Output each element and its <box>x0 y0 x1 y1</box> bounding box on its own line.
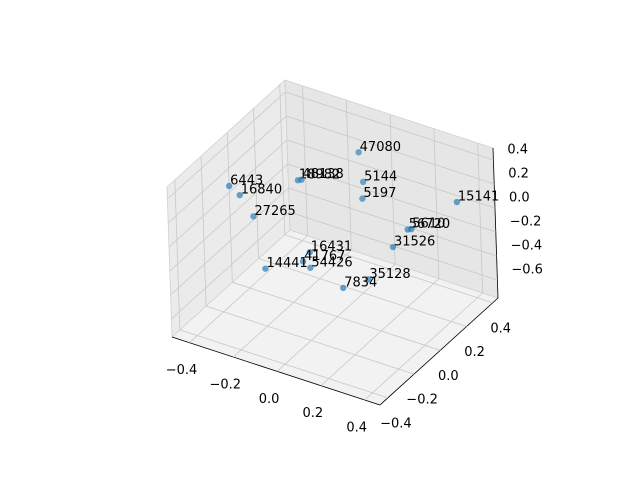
grid <box>167 84 499 406</box>
point <box>359 195 366 202</box>
point-label: 31526 <box>394 235 435 250</box>
point <box>340 284 347 292</box>
axis-line <box>171 336 381 406</box>
point-label: 56720 <box>409 217 450 232</box>
x-tick-label: −0.2 <box>210 378 242 393</box>
grid-line <box>200 156 207 307</box>
z-tick-label: 0.0 <box>509 191 530 206</box>
grid-line <box>233 249 352 358</box>
axis-line <box>379 297 499 406</box>
point <box>306 248 314 256</box>
point-label: 14441 <box>266 256 307 271</box>
x-tick-label: 0.0 <box>259 392 280 407</box>
point-label: 5144 <box>364 169 397 184</box>
point <box>453 198 461 206</box>
point-label: 54426 <box>311 255 352 270</box>
grid-line <box>167 115 287 224</box>
grid-line <box>389 114 396 265</box>
grid-line <box>477 142 484 294</box>
point <box>389 243 397 251</box>
point-label: 18982 <box>299 168 340 183</box>
point <box>307 264 314 271</box>
point-label: 5610 <box>412 217 445 232</box>
point-label: 7834 <box>344 275 377 290</box>
point <box>250 213 257 220</box>
point-label: 47080 <box>360 140 401 155</box>
grid-line <box>287 163 496 233</box>
grid-line <box>345 100 352 251</box>
point-label: 48138 <box>302 167 343 182</box>
grid-line <box>232 281 441 351</box>
point <box>299 258 307 265</box>
z-tick-label: 0.2 <box>508 167 529 182</box>
z-tick-label: −0.2 <box>510 215 542 230</box>
grid-line <box>279 84 286 235</box>
x-tick-label: −0.4 <box>166 363 198 378</box>
point-label: 16431 <box>311 240 352 255</box>
z-tick-label: 0.4 <box>507 143 528 158</box>
grid-line <box>302 85 308 236</box>
point-label: 16840 <box>241 183 282 198</box>
grid-line <box>286 115 495 185</box>
point-label: 41767 <box>304 249 345 264</box>
grid-line <box>226 132 233 283</box>
point <box>298 176 305 183</box>
grid-line <box>167 91 286 200</box>
axis-line <box>492 147 499 299</box>
point-label: 6443 <box>230 173 263 188</box>
y-tick-label: 0.4 <box>490 321 511 336</box>
point <box>365 276 372 283</box>
grid-line <box>174 179 181 330</box>
point-label: 27265 <box>254 204 295 219</box>
point <box>236 191 243 199</box>
grid-line <box>205 305 415 375</box>
grid-line <box>171 211 290 320</box>
grid-line <box>320 278 440 386</box>
grid-line <box>285 91 494 161</box>
y-tick-label: −0.4 <box>380 416 412 431</box>
grid-line <box>258 258 467 327</box>
y-tick-label: −0.2 <box>406 393 438 408</box>
grid-line <box>288 187 497 257</box>
point <box>225 182 233 190</box>
grid-line <box>276 264 396 372</box>
point <box>359 178 367 186</box>
grid-line <box>189 235 308 344</box>
x-tick-label: 0.4 <box>346 420 367 435</box>
point <box>408 225 415 233</box>
point <box>262 265 269 272</box>
grid-line <box>286 139 496 209</box>
grid-line <box>364 292 483 401</box>
x-tick-label: 0.2 <box>303 406 324 421</box>
point-label: 5197 <box>363 186 396 201</box>
grid-line <box>433 128 440 279</box>
point-label: 15141 <box>458 190 499 205</box>
point <box>355 149 362 156</box>
grid-line <box>179 329 388 399</box>
y-tick-label: 0.2 <box>464 345 485 360</box>
z-tick-label: −0.4 <box>511 239 543 254</box>
grid-line <box>169 163 289 272</box>
panes <box>166 79 499 406</box>
grid-line <box>168 139 288 248</box>
z-tick-label: −0.6 <box>511 263 543 278</box>
y-tick-label: 0.0 <box>438 369 459 384</box>
grid-line <box>284 234 493 304</box>
grid-line <box>170 187 289 296</box>
point-label: 35128 <box>369 267 410 282</box>
grid-line <box>253 108 259 259</box>
